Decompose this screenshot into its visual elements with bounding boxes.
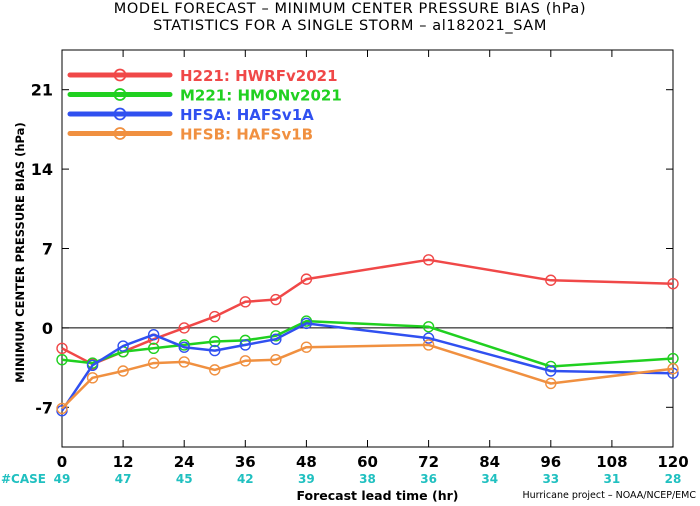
legend-marker	[113, 68, 127, 82]
x-tick-label: 48	[296, 453, 317, 471]
series-point	[239, 339, 252, 351]
chart-title: MODEL FORECAST – MINIMUM CENTER PRESSURE…	[113, 1, 587, 17]
legend-marker	[113, 127, 127, 140]
y-axis-title: MINIMUM CENTER PRESSURE BIAS (hPa)	[13, 122, 27, 382]
series-point	[209, 344, 221, 357]
case-count: 45	[176, 472, 193, 486]
series-point	[300, 341, 313, 353]
legend-label: HFSA: HAFSv1A	[180, 106, 314, 124]
series-point	[178, 341, 190, 353]
chart-subtitle: STATISTICS FOR A SINGLE STORM – al182021…	[153, 18, 547, 34]
y-tick-label: 7	[42, 240, 53, 259]
series-point	[667, 363, 679, 375]
legend-label: M221: HMONv2021	[180, 87, 342, 105]
series-point	[209, 310, 221, 323]
x-tick-label: 24	[174, 453, 195, 471]
x-tick-label: 72	[418, 453, 439, 471]
y-tick-label: 0	[42, 319, 53, 338]
series-point	[422, 339, 435, 351]
y-tick-label: -7	[35, 398, 53, 417]
series-point	[239, 296, 252, 308]
y-tick-label: 21	[31, 81, 53, 100]
series-point	[117, 340, 129, 352]
x-tick-label: 12	[113, 453, 134, 471]
x-axis-title: Forecast lead time (hr)	[297, 488, 459, 503]
x-tick-label: 84	[479, 453, 500, 471]
series-point	[178, 356, 190, 368]
y-tick-label: 14	[31, 160, 53, 179]
case-count: 31	[604, 472, 621, 486]
series-point	[209, 364, 221, 376]
x-tick-label: 36	[235, 453, 256, 471]
series-point	[147, 329, 160, 341]
series-point	[545, 365, 557, 377]
series-point	[300, 273, 313, 285]
x-tick-label: 60	[357, 453, 378, 471]
case-count: 42	[237, 472, 254, 486]
series-point	[178, 322, 190, 334]
series-line	[61, 343, 674, 410]
series-point	[667, 277, 679, 290]
series-point	[239, 355, 252, 367]
case-count: 49	[54, 472, 71, 486]
case-count: 28	[665, 472, 682, 486]
case-count: 38	[359, 472, 376, 486]
series-point	[270, 333, 282, 345]
series-point	[300, 317, 313, 330]
x-tick-label: 0	[57, 453, 67, 471]
series-point	[147, 357, 160, 369]
x-tick-label: 96	[540, 453, 561, 471]
series-point	[86, 372, 99, 384]
case-count: 47	[115, 472, 132, 486]
series-point	[56, 353, 68, 366]
legend-label: HFSB: HAFSv1B	[180, 126, 313, 144]
case-label: #CASE	[1, 472, 46, 486]
legend-label: H221: HWRFv2021	[180, 67, 338, 85]
series-point	[56, 402, 68, 415]
series-point	[422, 321, 435, 333]
series-point	[667, 367, 679, 379]
series-point	[270, 353, 282, 366]
series-point	[209, 335, 221, 348]
x-tick-label: 108	[596, 453, 627, 471]
series-point	[86, 359, 99, 372]
case-count: 33	[542, 472, 559, 486]
plot-frame	[61, 49, 674, 448]
case-count: 36	[420, 472, 437, 486]
series-point	[422, 332, 435, 344]
series-point	[545, 377, 557, 390]
case-count: 39	[298, 472, 315, 486]
series-line	[60, 322, 674, 412]
series-point	[545, 274, 557, 286]
series-point	[147, 342, 160, 355]
series-point	[422, 254, 435, 266]
x-tick-label: 120	[657, 453, 688, 471]
series-point	[270, 293, 282, 306]
legend-marker	[113, 88, 127, 101]
legend-marker	[113, 107, 127, 121]
case-count: 34	[481, 472, 498, 486]
series-point	[117, 365, 129, 377]
credit-text: Hurricane project – NOAA/NCEP/EMC	[522, 490, 696, 501]
series-point	[56, 342, 68, 355]
